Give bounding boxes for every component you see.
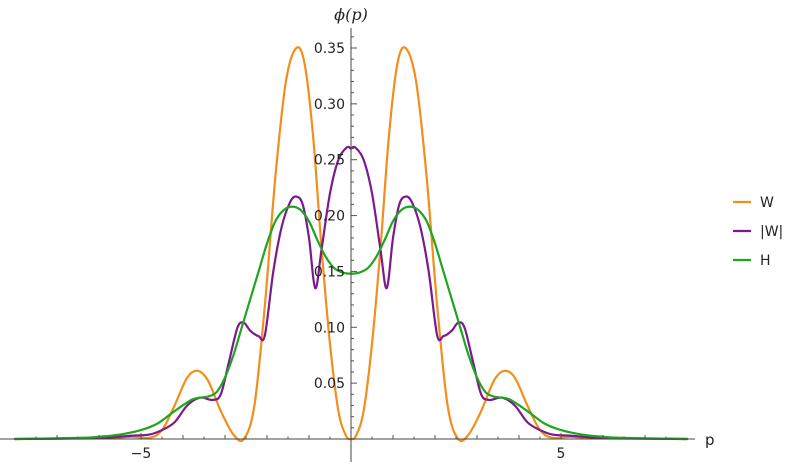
- legend: W |W| H: [733, 195, 783, 269]
- x-tick-label: −5: [131, 446, 152, 462]
- y-tick-label: 0.20: [314, 209, 345, 225]
- y-ticks: 0.05 0.10 0.15 0.20 0.25 0.30 0.35: [314, 36, 357, 429]
- axes: −5 5 0.05 0.10 0.15 0.20 0.25 0.30 0.35 p ϕ(p): [0, 5, 715, 462]
- y-tick-label: 0.30: [314, 97, 345, 113]
- y-tick-label: 0.25: [314, 153, 345, 169]
- y-axis-label: ϕ(p): [334, 5, 368, 24]
- x-tick-label: 5: [557, 446, 566, 462]
- legend-item-w: W: [733, 195, 774, 211]
- x-axis-label: p: [705, 431, 715, 449]
- y-tick-label: 0.05: [314, 376, 345, 392]
- legend-item-abs-w: |W|: [733, 224, 783, 240]
- legend-label: H: [760, 253, 771, 269]
- x-ticks: −5 5: [35, 433, 667, 462]
- y-tick-label: 0.10: [314, 320, 345, 336]
- y-tick-label: 0.35: [314, 41, 345, 57]
- legend-label: W: [760, 195, 774, 211]
- legend-item-h: H: [733, 253, 771, 269]
- legend-label: |W|: [760, 224, 783, 240]
- y-tick-label: 0.15: [314, 264, 345, 280]
